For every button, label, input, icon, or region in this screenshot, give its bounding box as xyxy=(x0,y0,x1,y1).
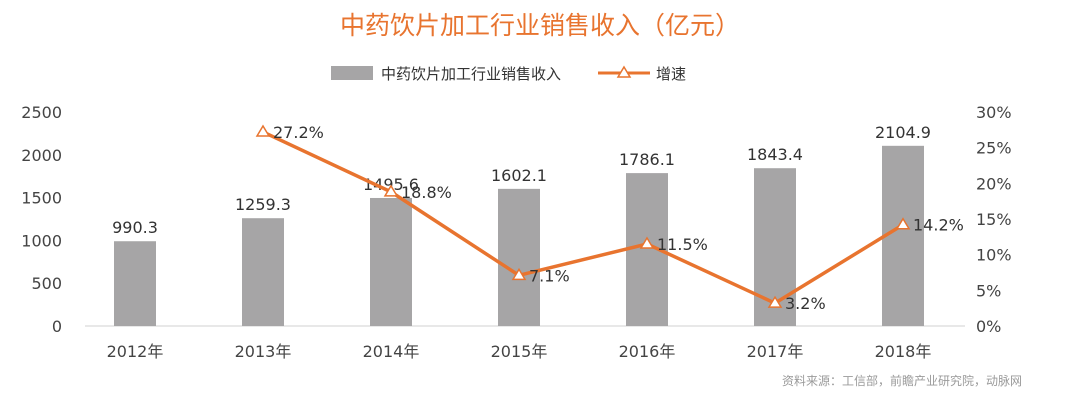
x-axis-tick-label: 2016年 xyxy=(619,342,676,361)
bar xyxy=(114,241,156,326)
bar-value-label: 1843.4 xyxy=(747,145,803,164)
right-axis-tick-label: 15% xyxy=(976,210,1012,229)
x-axis-tick-label: 2018年 xyxy=(875,342,932,361)
right-axis-tick-label: 0% xyxy=(976,317,1001,336)
x-axis: 2012年 2013年 2014年 2015年 2016年 2017年 2018年 xyxy=(107,342,932,361)
left-axis-tick-label: 500 xyxy=(31,274,62,293)
growth-series xyxy=(255,124,911,308)
bar-value-labels: 990.31259.31495.61602.11786.11843.42104.… xyxy=(112,123,931,237)
bar-value-label: 1259.3 xyxy=(235,195,291,214)
growth-point-triangle-icon xyxy=(255,124,271,137)
growth-point-triangle-icon xyxy=(767,295,783,308)
left-axis-tick-label: 1500 xyxy=(21,189,62,208)
bar-value-label: 2104.9 xyxy=(875,123,931,142)
bar xyxy=(882,145,924,326)
growth-value-label: 7.1% xyxy=(529,266,570,285)
legend-triangle-icon xyxy=(616,65,632,78)
bar xyxy=(370,197,412,326)
growth-value-label: 14.2% xyxy=(913,216,964,235)
legend-bar-swatch xyxy=(331,66,373,80)
right-axis-tick-label: 10% xyxy=(976,246,1012,265)
x-axis-tick-label: 2013年 xyxy=(235,342,292,361)
growth-point-triangle-icon xyxy=(895,217,911,230)
growth-value-label: 11.5% xyxy=(657,235,708,254)
growth-value-label: 3.2% xyxy=(785,294,826,313)
bar xyxy=(498,188,540,326)
legend-line-label: 增速 xyxy=(656,65,686,83)
bar-value-label: 1602.1 xyxy=(491,166,547,185)
left-axis-tick-label: 2500 xyxy=(21,103,62,122)
bar xyxy=(242,218,284,326)
growth-value-label: 18.8% xyxy=(401,183,452,202)
right-axis-tick-label: 30% xyxy=(976,103,1012,122)
growth-point-triangle-icon xyxy=(639,236,655,249)
bar-value-label: 990.3 xyxy=(112,218,158,237)
right-axis: 0% 5% 10% 15% 20% 25% 30% xyxy=(976,103,1012,336)
bar-series xyxy=(114,145,924,326)
growth-point-triangle-icon xyxy=(383,184,399,197)
chart-title: 中药饮片加工行业销售收入（亿元） xyxy=(340,11,740,40)
right-axis-tick-label: 5% xyxy=(976,281,1001,300)
x-axis-tick-label: 2014年 xyxy=(363,342,420,361)
growth-value-labels: 27.2% 18.8% 7.1% 11.5% 3.2% 14.2% xyxy=(273,123,964,313)
bar-value-label: 1786.1 xyxy=(619,150,675,169)
x-axis-tick-label: 2015年 xyxy=(491,342,548,361)
right-axis-tick-label: 20% xyxy=(976,174,1012,193)
right-axis-tick-label: 25% xyxy=(976,139,1012,158)
left-axis-tick-label: 1000 xyxy=(21,231,62,250)
left-axis: 0 500 1000 1500 2000 2500 xyxy=(21,103,62,336)
legend-bar-label: 中药饮片加工行业销售收入 xyxy=(381,65,561,83)
left-axis-tick-label: 0 xyxy=(52,317,62,336)
x-axis-tick-label: 2012年 xyxy=(107,342,164,361)
growth-point-triangle-icon xyxy=(511,267,527,281)
growth-line xyxy=(262,130,904,305)
x-axis-tick-label: 2017年 xyxy=(747,342,804,361)
source-note: 资料来源：工信部，前瞻产业研究院，动脉网 xyxy=(782,373,1022,388)
growth-value-label: 27.2% xyxy=(273,123,324,142)
legend: 中药饮片加工行业销售收入 增速 xyxy=(331,65,686,83)
left-axis-tick-label: 2000 xyxy=(21,146,62,165)
